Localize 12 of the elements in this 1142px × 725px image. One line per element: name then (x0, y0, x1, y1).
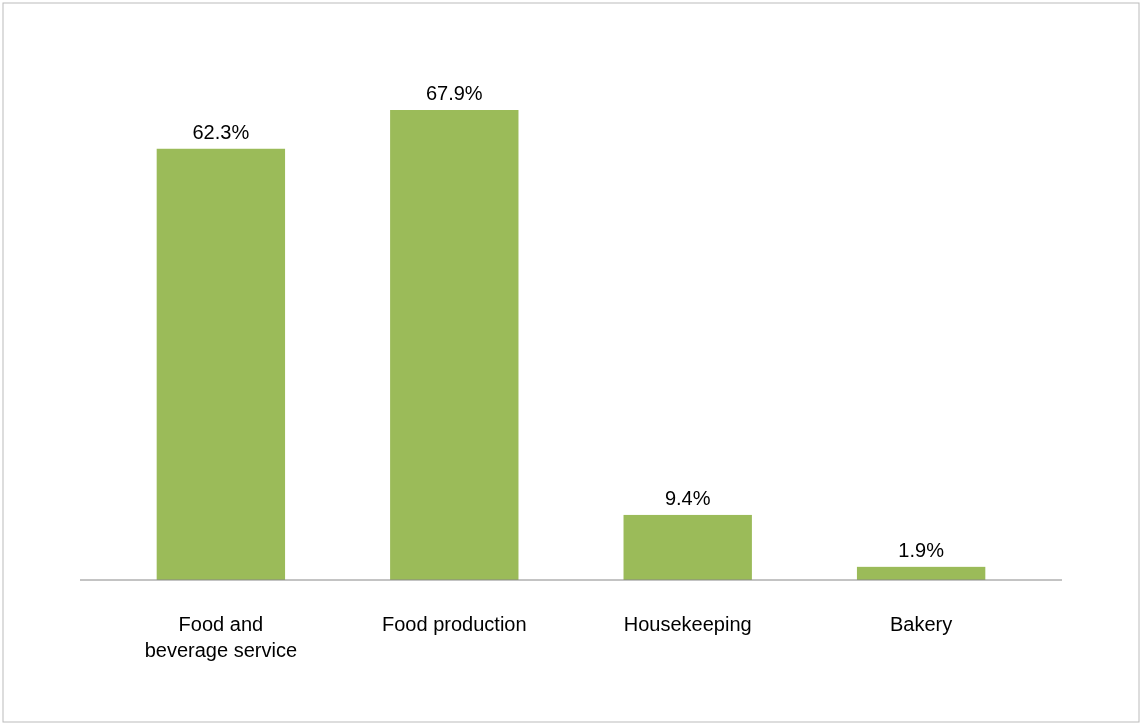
data-label: 62.3% (192, 120, 250, 143)
x-tick-label: Food and beverage service (144, 613, 298, 661)
data-label: 1.9% (898, 538, 945, 561)
data-label: 67.9% (425, 82, 483, 104)
data-label: 9.4% (664, 486, 711, 509)
bar (156, 148, 286, 580)
bar (623, 514, 752, 580)
x-tick-label: Bakery (890, 613, 953, 635)
bar (390, 110, 519, 580)
bar (856, 566, 986, 580)
x-tick-label: Food production (382, 613, 527, 635)
x-tick-label: Housekeeping (623, 613, 752, 635)
